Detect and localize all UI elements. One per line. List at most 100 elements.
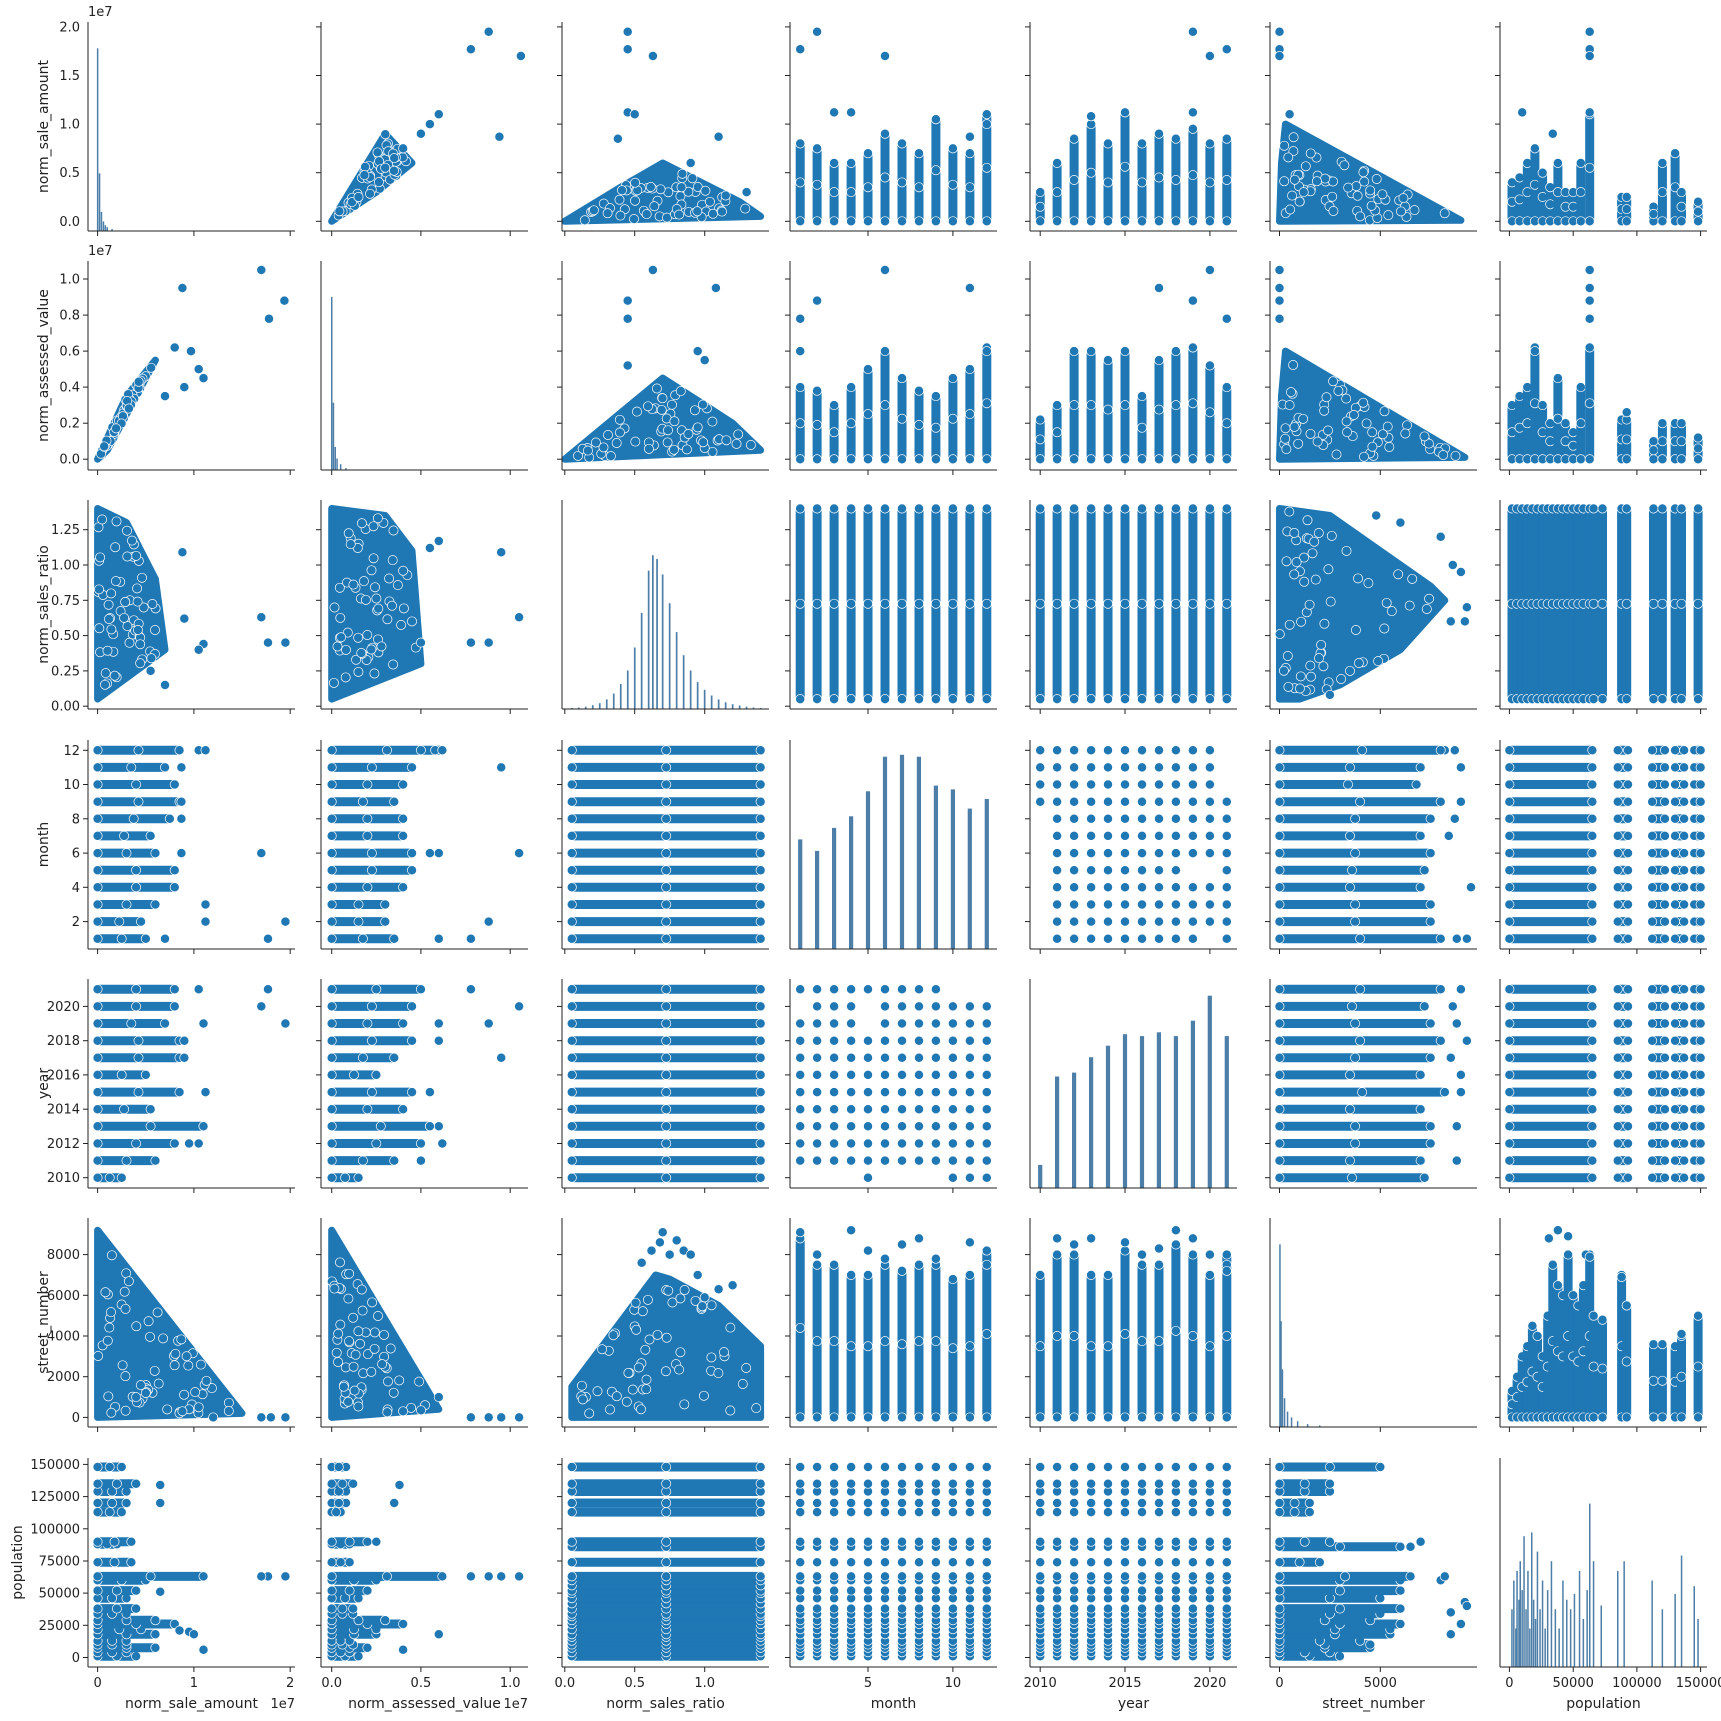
axes-month-norm_sales_ratio xyxy=(557,740,769,954)
scatter-point xyxy=(164,813,175,824)
y-tick-label: 4 xyxy=(72,881,80,896)
scatter-point xyxy=(880,128,890,139)
scatter-point xyxy=(880,454,890,465)
scatter-point xyxy=(1204,1412,1215,1423)
scatter-point xyxy=(326,1069,337,1080)
scatter-point xyxy=(1419,431,1430,442)
scatter-point xyxy=(897,1412,907,1423)
scatter-point xyxy=(353,1615,364,1626)
scatter-point xyxy=(629,214,639,224)
scatter-point xyxy=(1274,1536,1285,1547)
scatter-point xyxy=(416,1405,426,1416)
axes-norm_assessed_value-month xyxy=(785,261,997,475)
scatter-point xyxy=(1306,671,1316,682)
scatter-point xyxy=(1137,830,1147,841)
outlier-point xyxy=(496,1571,507,1582)
scatter-point xyxy=(1170,175,1181,185)
scatter-point xyxy=(1274,1507,1285,1518)
outlier-point xyxy=(353,192,364,202)
scatter-point xyxy=(755,1018,766,1029)
scatter-point xyxy=(333,1498,344,1508)
scatter-point xyxy=(342,627,353,638)
scatter-point xyxy=(1170,865,1181,876)
scatter-point xyxy=(981,1121,992,1132)
scatter-point xyxy=(1361,418,1372,429)
axes-year-year xyxy=(1029,979,1237,1193)
scatter-point xyxy=(740,203,751,214)
scatter-point xyxy=(1103,745,1113,756)
scatter-point xyxy=(914,1557,924,1568)
scatter-point xyxy=(897,1121,907,1132)
scatter-point xyxy=(384,573,395,584)
scatter-point xyxy=(897,1035,907,1046)
scatter-point xyxy=(1294,683,1305,694)
scatter-point xyxy=(1274,1557,1285,1568)
scatter-point xyxy=(1670,865,1681,876)
scatter-point xyxy=(1221,133,1232,144)
scatter-point xyxy=(725,1322,736,1333)
outlier-point xyxy=(256,1001,267,1012)
outlier-point xyxy=(407,616,417,627)
scatter-point xyxy=(92,1172,103,1183)
scatter-point xyxy=(1659,1172,1670,1183)
scatter-point xyxy=(1648,1375,1659,1386)
scatter-point xyxy=(1086,1585,1097,1596)
scatter-point xyxy=(1529,143,1540,154)
axes-population-norm_sale_amount xyxy=(83,1458,295,1672)
scatter-point xyxy=(1670,1172,1681,1183)
outlier-point xyxy=(880,51,890,61)
scatter-point xyxy=(373,603,384,614)
outlier-point xyxy=(415,1155,426,1166)
scatter-point xyxy=(1659,1121,1670,1132)
scatter-point xyxy=(1398,193,1409,204)
scatter-point xyxy=(1170,1557,1181,1568)
scatter-point xyxy=(1425,1018,1436,1029)
scatter-point xyxy=(1274,1478,1285,1489)
scatter-point xyxy=(661,830,672,841)
scatter-point xyxy=(1289,174,1300,185)
scatter-point xyxy=(947,1172,958,1183)
outlier-point xyxy=(1670,148,1681,159)
scatter-point xyxy=(1052,762,1063,773)
histogram-bar xyxy=(647,570,650,709)
scatter-point xyxy=(1670,830,1681,841)
scatter-point xyxy=(755,1001,766,1012)
outlier-point xyxy=(398,1644,409,1655)
scatter-point xyxy=(1425,1052,1436,1063)
scatter-point xyxy=(1052,694,1063,705)
scatter-point xyxy=(755,813,766,824)
scatter-point xyxy=(1587,1035,1598,1046)
scatter-point xyxy=(1504,745,1515,756)
scatter-point xyxy=(1052,779,1063,790)
histogram-bar xyxy=(1513,1580,1515,1667)
scatter-point xyxy=(1621,598,1632,609)
scatter-point xyxy=(1647,1087,1658,1098)
outlier-point xyxy=(629,109,640,120)
scatter-point xyxy=(1086,454,1097,465)
histogram-bar xyxy=(1566,1599,1568,1667)
x-tick-label: 5000 xyxy=(1364,1676,1397,1691)
scatter-point xyxy=(1137,503,1147,514)
scatter-point xyxy=(1659,899,1670,910)
scatter-point xyxy=(795,1322,806,1333)
scatter-point xyxy=(1676,216,1687,227)
scatter-point xyxy=(1120,216,1130,227)
scatter-point xyxy=(111,516,122,527)
scatter-point xyxy=(717,206,727,217)
scatter-point xyxy=(1170,1536,1181,1547)
scatter-point xyxy=(812,385,823,396)
scatter-point xyxy=(1154,779,1164,790)
scatter-point xyxy=(1350,1138,1361,1149)
scatter-point xyxy=(1504,984,1515,995)
scatter-point xyxy=(657,393,668,404)
scatter-panel-month-vs-street_number xyxy=(1274,745,1476,944)
scatter-point xyxy=(1187,1507,1198,1518)
scatter-point xyxy=(1221,813,1232,824)
outlier-point xyxy=(622,26,633,37)
scatter-point xyxy=(153,1378,164,1389)
scatter-point xyxy=(1670,1104,1681,1115)
scatter-point xyxy=(169,1138,180,1149)
scatter-point xyxy=(1274,1462,1285,1472)
scatter-point xyxy=(1069,1462,1080,1472)
scatter-point xyxy=(1221,382,1232,393)
